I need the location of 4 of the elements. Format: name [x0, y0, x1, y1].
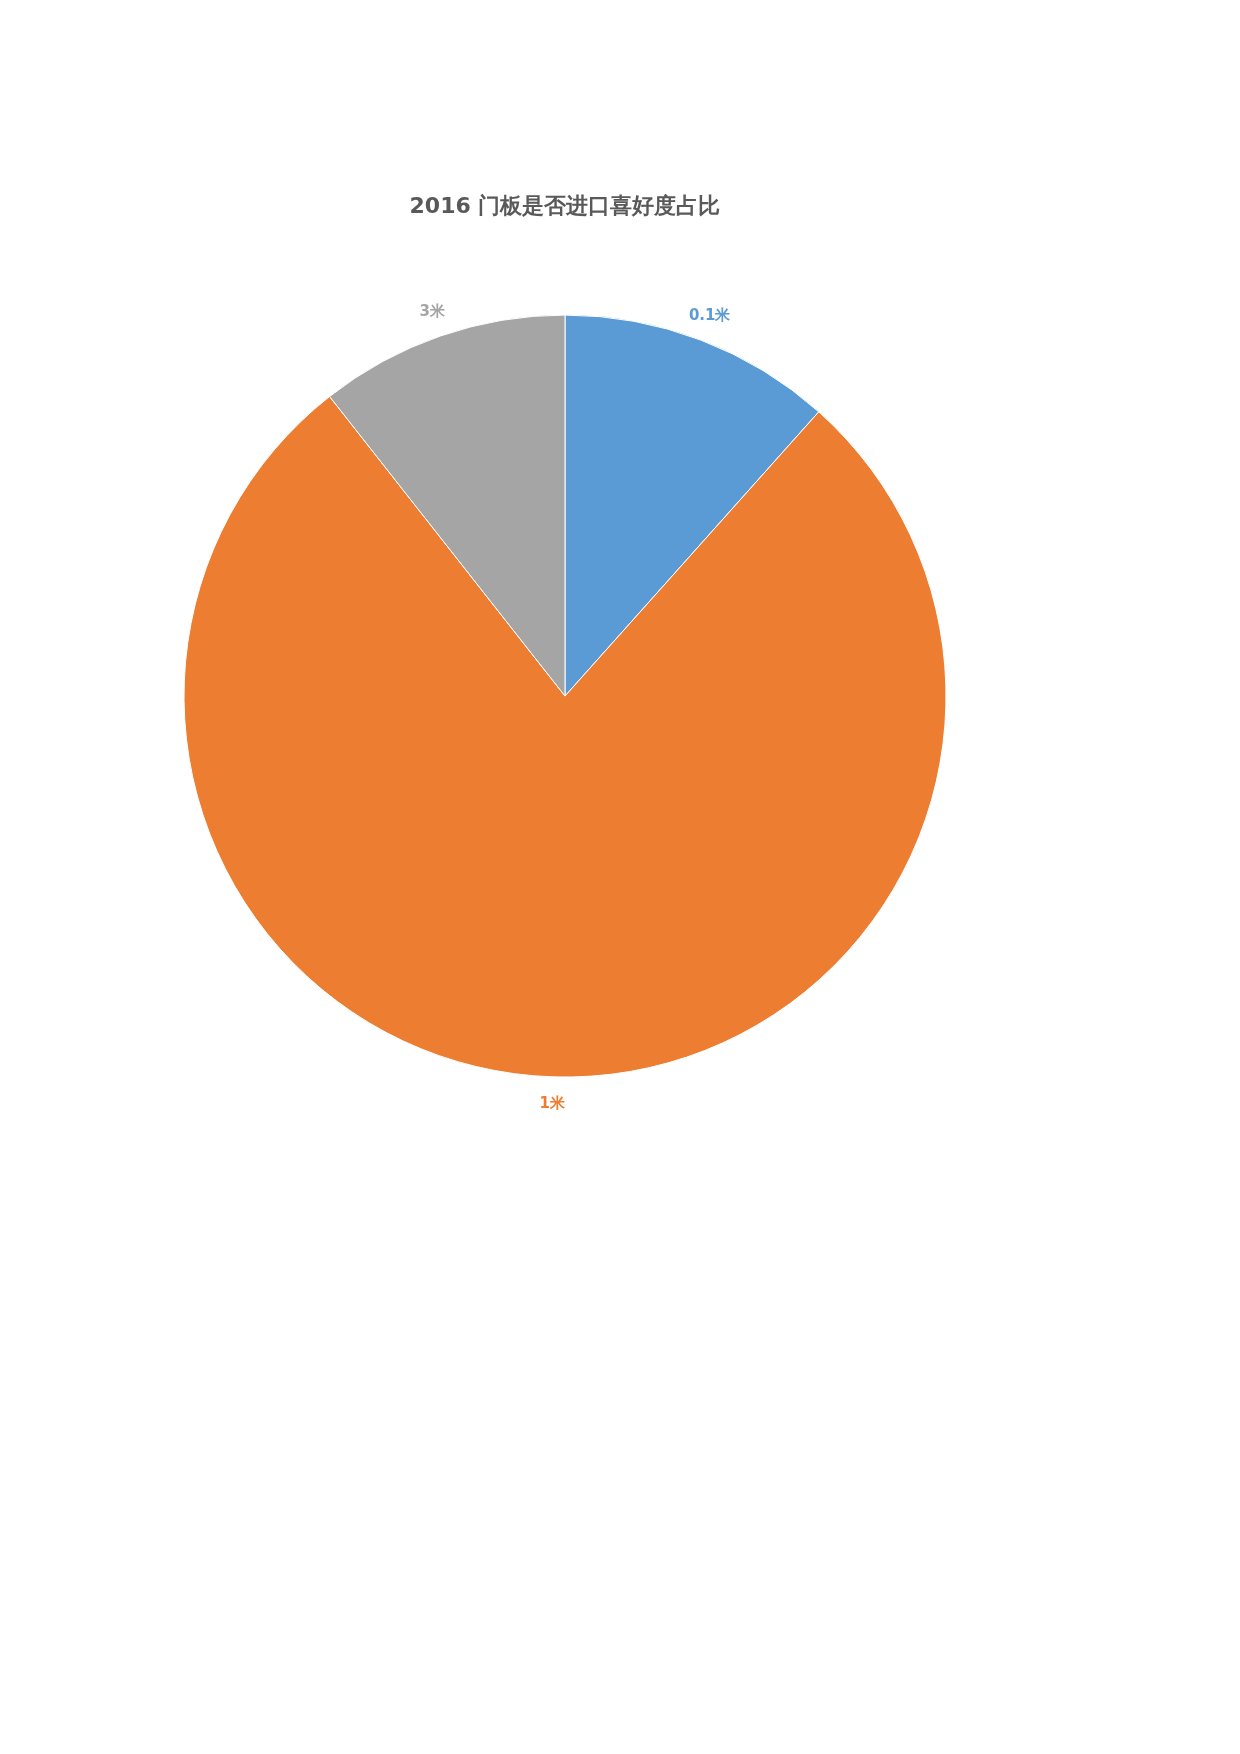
slice-label: 1米	[539, 1094, 566, 1113]
slice-label: 3米	[419, 302, 446, 321]
chart-title: 2016 门板是否进口喜好度占比	[409, 192, 721, 218]
slice-label: 0.1米	[688, 306, 732, 325]
